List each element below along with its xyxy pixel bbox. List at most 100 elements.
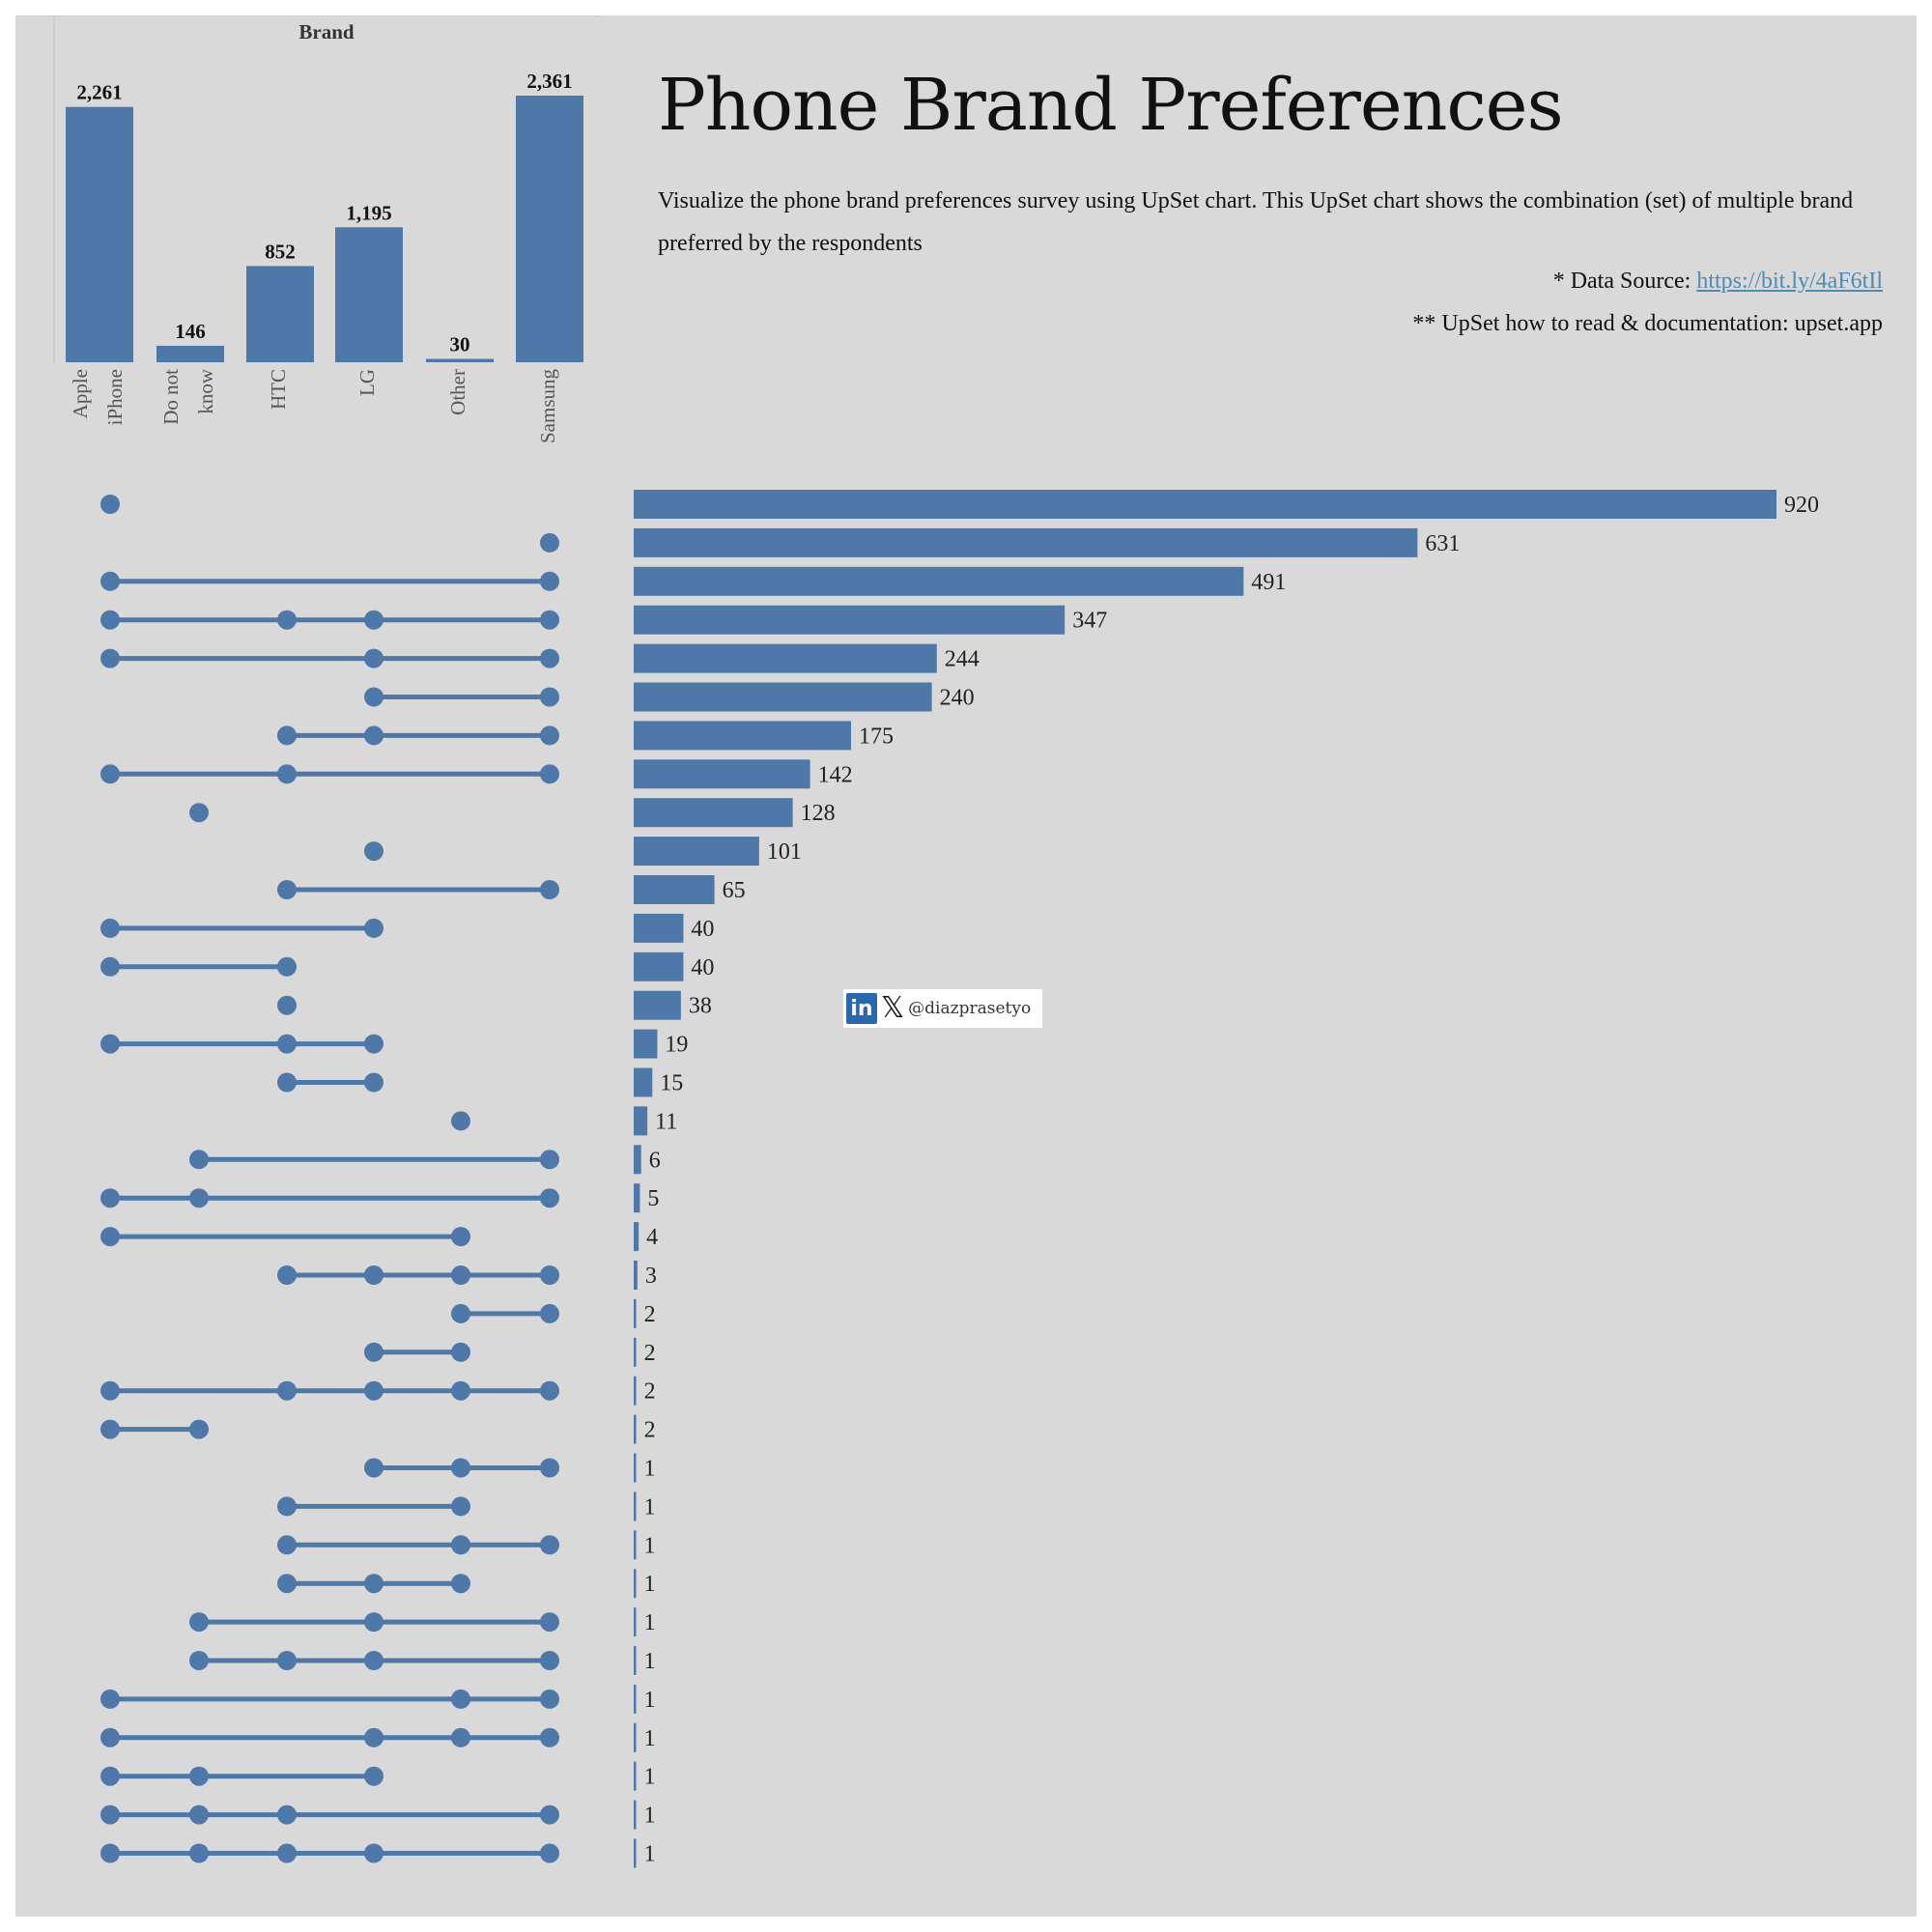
intersection-value-label: 1 bbox=[644, 1494, 656, 1520]
intersection-value-label: 920 bbox=[1784, 493, 1819, 518]
intersection-bar bbox=[634, 1530, 637, 1560]
brand-bar bbox=[516, 96, 583, 362]
intersection-value-label: 1 bbox=[644, 1572, 656, 1597]
brand-tick-label: Samsung bbox=[536, 369, 559, 444]
membership-dot bbox=[451, 1303, 470, 1323]
dashboard-canvas: Brand 2,261 Apple iPhone 146 Do not know 852 HTC… bbox=[15, 15, 1917, 1917]
intersection-value-label: 1 bbox=[644, 1610, 656, 1635]
social-badge[interactable]: in 𝕏 @diazprasetyo bbox=[843, 989, 1042, 1028]
membership-dot bbox=[540, 532, 559, 553]
x-icon[interactable]: 𝕏 bbox=[881, 991, 905, 1025]
membership-dot bbox=[451, 1535, 470, 1555]
intersection-bar bbox=[634, 1067, 653, 1097]
membership-dot bbox=[364, 1766, 384, 1786]
intersection-bar bbox=[634, 1646, 637, 1675]
intersection-bar bbox=[634, 1145, 641, 1175]
linkedin-icon[interactable]: in bbox=[846, 993, 877, 1024]
intersection-bar bbox=[634, 1684, 637, 1714]
intersection-value-label: 1 bbox=[644, 1842, 656, 1867]
intersection-bar bbox=[634, 990, 681, 1020]
membership-dot bbox=[189, 1612, 209, 1633]
intersection-bar bbox=[634, 837, 759, 867]
membership-dot bbox=[277, 1034, 297, 1054]
membership-dot bbox=[100, 918, 120, 938]
membership-dot bbox=[364, 1843, 384, 1863]
membership-dot bbox=[100, 1804, 120, 1825]
intersection-bar bbox=[634, 1453, 637, 1483]
intersection-value-label: 40 bbox=[691, 917, 714, 942]
brand-tick-label: Apple bbox=[69, 369, 92, 418]
membership-dot bbox=[277, 1574, 297, 1594]
intersection-bar bbox=[634, 1414, 637, 1444]
brand-tick-label: HTC bbox=[267, 369, 290, 410]
intersection-value-label: 240 bbox=[940, 686, 975, 711]
membership-dot bbox=[277, 1072, 297, 1093]
membership-dot bbox=[100, 1843, 120, 1863]
membership-dot bbox=[100, 1689, 120, 1709]
intersection-bar bbox=[634, 1376, 637, 1406]
membership-dot bbox=[364, 1574, 384, 1594]
membership-dot bbox=[451, 1227, 470, 1247]
membership-dot bbox=[540, 1651, 559, 1670]
membership-dot bbox=[189, 1843, 209, 1863]
membership-dot bbox=[100, 1766, 120, 1786]
intersection-value-label: 19 bbox=[665, 1033, 688, 1058]
intersection-bar bbox=[634, 1492, 637, 1521]
intersection-bar bbox=[634, 1761, 637, 1791]
membership-dot bbox=[100, 1380, 120, 1401]
data-source-link[interactable]: https://bit.ly/4aF6tIl bbox=[1696, 269, 1883, 294]
membership-dot bbox=[540, 1804, 559, 1825]
membership-dot bbox=[100, 495, 120, 514]
brand-tick-label: Other bbox=[446, 369, 469, 415]
membership-dot bbox=[277, 610, 297, 630]
intersection-bar bbox=[634, 1261, 638, 1290]
set-membership-matrix bbox=[100, 495, 559, 1863]
intersection-bar bbox=[634, 1800, 637, 1830]
intersection-value-label: 101 bbox=[767, 839, 802, 865]
intersection-value-label: 15 bbox=[660, 1071, 683, 1096]
membership-dot bbox=[540, 571, 559, 591]
intersection-bar bbox=[634, 1298, 637, 1328]
intersection-value-label: 175 bbox=[859, 724, 894, 749]
intersection-bar bbox=[634, 1838, 637, 1868]
membership-dot bbox=[540, 764, 559, 784]
membership-dot bbox=[364, 1342, 384, 1362]
membership-dot bbox=[364, 725, 384, 746]
data-source-line: * Data Source: https://bit.ly/4aF6tIl bbox=[1553, 269, 1883, 295]
membership-dot bbox=[364, 1651, 384, 1670]
membership-dot bbox=[277, 1380, 297, 1401]
membership-dot bbox=[451, 1380, 470, 1401]
intersection-size-bars: 9206314913472442401751421281016540403819… bbox=[634, 490, 1819, 1868]
intersection-value-label: 631 bbox=[1425, 531, 1460, 556]
brand-bar bbox=[156, 345, 224, 362]
intersection-bar bbox=[634, 1607, 637, 1637]
brand-bar-value-label: 2,361 bbox=[526, 70, 572, 93]
membership-dot bbox=[451, 1111, 470, 1131]
page-description: Visualize the phone brand preferences su… bbox=[658, 188, 1854, 256]
intersection-bar bbox=[634, 1569, 637, 1599]
membership-dot bbox=[540, 725, 559, 746]
intersection-bar bbox=[634, 721, 852, 751]
page-title: Phone Brand Preferences bbox=[658, 64, 1564, 147]
membership-dot bbox=[540, 880, 559, 899]
membership-dot bbox=[540, 610, 559, 630]
membership-dot bbox=[364, 1727, 384, 1747]
membership-dot bbox=[277, 956, 297, 977]
membership-dot bbox=[100, 1034, 120, 1054]
membership-dot bbox=[100, 764, 120, 784]
intersection-bar bbox=[634, 1337, 637, 1367]
intersection-value-label: 65 bbox=[723, 878, 746, 903]
intersection-value-label: 2 bbox=[644, 1302, 656, 1327]
membership-dot bbox=[189, 1766, 209, 1786]
intersection-bar bbox=[634, 490, 1776, 519]
membership-dot bbox=[277, 1843, 297, 1863]
membership-dot bbox=[364, 1612, 384, 1633]
brand-tick-label: Do not bbox=[159, 369, 183, 425]
membership-dot bbox=[277, 725, 297, 746]
intersection-value-label: 2 bbox=[644, 1418, 656, 1443]
membership-dot bbox=[540, 1188, 559, 1208]
membership-dot bbox=[277, 1265, 297, 1285]
brand-tick-label: know bbox=[194, 368, 217, 414]
membership-dot bbox=[100, 1419, 120, 1439]
membership-dot bbox=[540, 1689, 559, 1709]
